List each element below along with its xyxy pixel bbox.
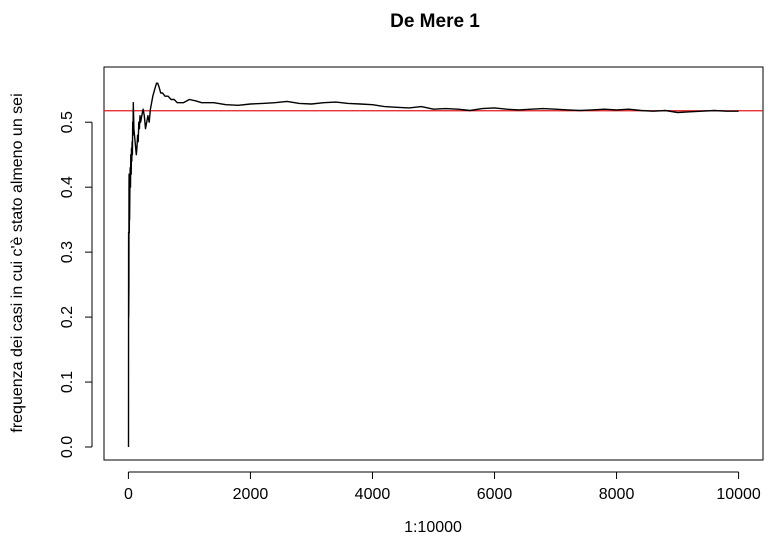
x-tick-label: 8000 xyxy=(599,486,635,503)
series-line xyxy=(127,82,739,448)
y-tick-label: 0.3 xyxy=(59,241,76,263)
x-tick-label: 4000 xyxy=(355,486,391,503)
y-axis: 0.0 0.1 0.2 0.3 0.4 0.5 xyxy=(59,111,93,458)
y-tick-label: 0.2 xyxy=(59,306,76,328)
chart-title: De Mere 1 xyxy=(390,11,480,32)
x-axis-label: 1:10000 xyxy=(404,519,462,536)
x-axis: 0 2000 4000 6000 8000 10000 xyxy=(124,471,761,503)
x-tick-label: 10000 xyxy=(716,486,761,503)
y-tick-label: 0.0 xyxy=(59,436,76,458)
x-tick-label: 6000 xyxy=(477,486,513,503)
x-tick-label: 0 xyxy=(124,486,133,503)
x-tick-label: 2000 xyxy=(233,486,269,503)
y-tick-label: 0.1 xyxy=(59,371,76,393)
y-tick-label: 0.5 xyxy=(59,111,76,133)
y-tick-label: 0.4 xyxy=(59,176,76,198)
plot-area-frame xyxy=(103,66,764,461)
y-axis-label: frequenza dei casi in cui c'è stato alme… xyxy=(9,93,26,432)
